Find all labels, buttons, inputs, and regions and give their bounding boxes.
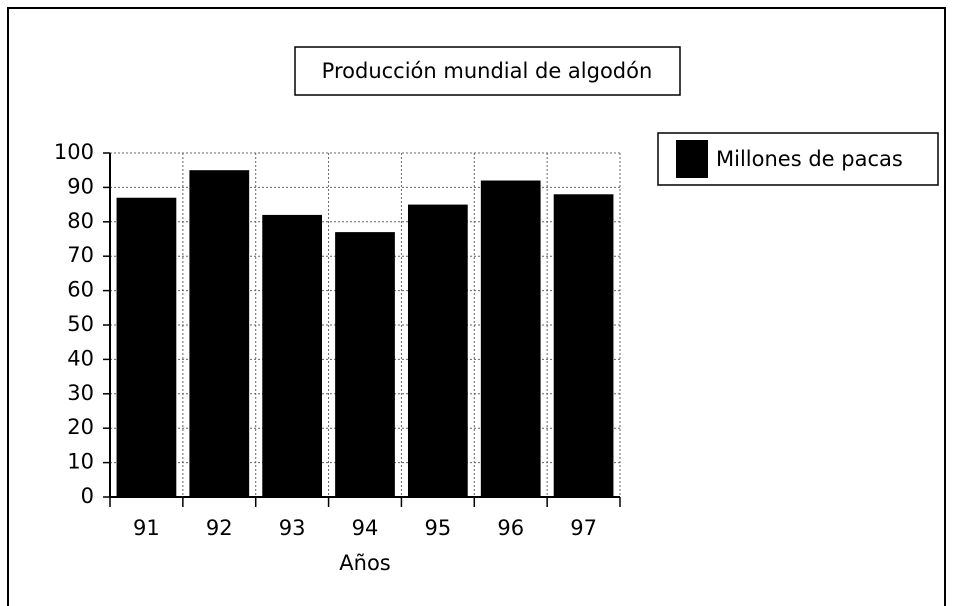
x-tick-label: 97 xyxy=(570,516,597,540)
bar xyxy=(407,204,468,497)
y-tick-label: 90 xyxy=(67,174,94,198)
bar xyxy=(116,197,177,497)
y-tick-label: 70 xyxy=(67,243,94,267)
chart-title: Producción mundial de algodón xyxy=(322,59,653,83)
title-box xyxy=(294,46,681,96)
y-tick-label: 40 xyxy=(67,346,94,370)
y-tick-label: 10 xyxy=(67,450,94,474)
bar xyxy=(480,180,541,497)
x-axis-label: Años xyxy=(339,551,390,575)
frame xyxy=(7,7,946,606)
y-tick-label: 60 xyxy=(67,278,94,302)
x-tick-label: 94 xyxy=(352,516,379,540)
bar xyxy=(189,170,250,497)
y-tick-label: 100 xyxy=(54,140,94,164)
x-tick-label: 96 xyxy=(497,516,524,540)
y-tick-label: 0 xyxy=(81,484,94,508)
legend-swatch xyxy=(676,140,708,178)
x-tick-label: 95 xyxy=(424,516,451,540)
y-tick-label: 20 xyxy=(67,415,94,439)
bar xyxy=(553,194,614,497)
bar xyxy=(262,214,323,498)
x-tick-label: 92 xyxy=(206,516,233,540)
x-tick-label: 91 xyxy=(133,516,160,540)
y-tick-label: 30 xyxy=(67,381,94,405)
legend-label: Millones de pacas xyxy=(716,147,903,171)
x-tick-label: 93 xyxy=(279,516,306,540)
y-tick-label: 50 xyxy=(67,312,94,336)
bar xyxy=(335,232,395,497)
y-tick-label: 80 xyxy=(67,209,94,233)
